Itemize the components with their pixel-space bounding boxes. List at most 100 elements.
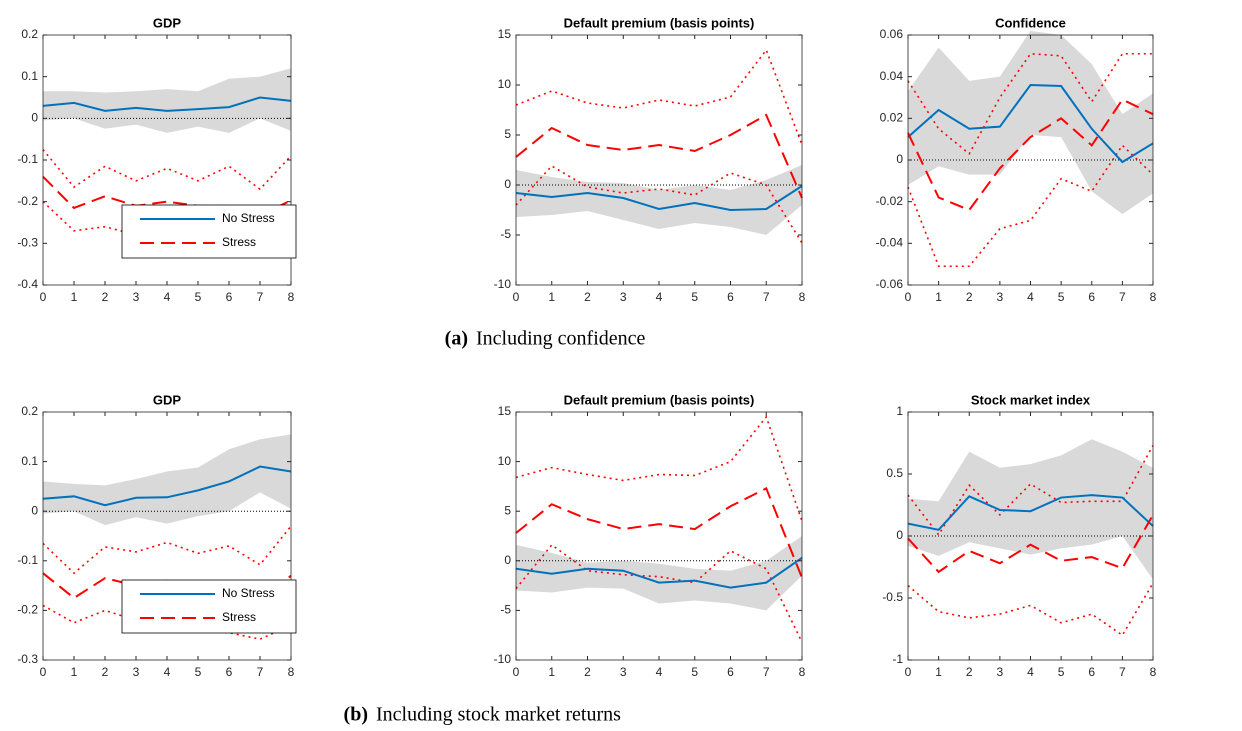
y-tick-label: -0.06 — [876, 277, 904, 291]
x-tick-label: 7 — [257, 290, 264, 304]
x-tick-label: 5 — [195, 290, 202, 304]
y-tick-label: 0 — [896, 528, 903, 542]
x-tick-label: 6 — [226, 665, 233, 679]
x-tick-label: 4 — [164, 665, 171, 679]
x-tick-label: 1 — [548, 290, 555, 304]
x-tick-label: 0 — [513, 665, 520, 679]
x-tick-label: 5 — [691, 665, 698, 679]
x-tick-label: 7 — [257, 665, 264, 679]
chart-title: Confidence — [995, 15, 1066, 30]
y-tick-label: -10 — [494, 277, 512, 291]
x-tick-label: 0 — [905, 665, 912, 679]
x-tick-label: 8 — [799, 290, 806, 304]
x-tick-label: 4 — [656, 290, 663, 304]
series-line — [515, 487, 803, 579]
band-line — [42, 149, 292, 191]
y-tick-label: 10 — [498, 77, 512, 91]
series-line — [515, 185, 803, 212]
y-tick-label: -0.1 — [17, 553, 38, 567]
y-tick-label: 10 — [498, 454, 512, 468]
series-line — [515, 557, 803, 589]
x-tick-label: 5 — [691, 290, 698, 304]
y-tick-label: -10 — [494, 652, 512, 666]
series-line — [42, 465, 292, 507]
y-tick-label: 0.06 — [880, 27, 904, 41]
y-tick-label: 15 — [498, 404, 512, 418]
confidence-band — [516, 165, 802, 235]
x-tick-label: 4 — [1027, 290, 1034, 304]
x-tick-label: 3 — [133, 665, 140, 679]
x-tick-label: 7 — [1119, 665, 1126, 679]
y-tick-label: -0.2 — [17, 603, 38, 617]
legend-label: No Stress — [222, 586, 275, 600]
x-tick-label: 5 — [1058, 290, 1065, 304]
x-tick-label: 1 — [548, 665, 555, 679]
y-tick-label: 15 — [498, 27, 512, 41]
x-tick-label: 2 — [584, 665, 591, 679]
x-tick-label: 0 — [513, 290, 520, 304]
x-tick-label: 1 — [935, 665, 942, 679]
band-line — [515, 543, 803, 643]
x-tick-label: 0 — [905, 290, 912, 304]
y-tick-label: 0.1 — [21, 69, 38, 83]
x-tick-label: 6 — [1088, 290, 1095, 304]
x-tick-label: 5 — [195, 665, 202, 679]
series-line — [42, 175, 292, 217]
x-tick-label: 2 — [584, 290, 591, 304]
series-line — [515, 113, 803, 199]
plot-frame — [515, 34, 803, 286]
confidence-band — [908, 30, 1153, 215]
y-tick-label: 0 — [504, 553, 511, 567]
legend-label: No Stress — [222, 211, 275, 225]
x-tick-label: 4 — [656, 665, 663, 679]
confidence-band — [908, 439, 1153, 580]
x-tick-label: 8 — [1150, 665, 1157, 679]
y-tick-label: -0.02 — [876, 194, 904, 208]
y-tick-label: 0 — [896, 152, 903, 166]
series-line — [907, 98, 1154, 212]
y-tick-label: -0.4 — [17, 277, 38, 291]
y-tick-label: -0.1 — [17, 152, 38, 166]
x-tick-label: 2 — [966, 665, 973, 679]
x-tick-label: 8 — [1150, 290, 1157, 304]
band-line — [907, 582, 1154, 637]
x-tick-label: 1 — [71, 665, 78, 679]
y-tick-label: 0 — [31, 503, 38, 517]
chart-title: Stock market index — [971, 392, 1091, 407]
series-line — [907, 494, 1154, 531]
x-tick-label: 3 — [133, 290, 140, 304]
x-tick-label: 1 — [935, 290, 942, 304]
y-tick-label: 0.2 — [21, 404, 38, 418]
x-tick-label: 3 — [997, 290, 1004, 304]
y-tick-label: -5 — [500, 603, 511, 617]
y-tick-label: 5 — [504, 127, 511, 141]
legend-label: Stress — [222, 610, 256, 624]
x-tick-label: 6 — [727, 290, 734, 304]
y-tick-label: 1 — [896, 404, 903, 418]
x-tick-label: 3 — [620, 290, 627, 304]
confidence-band — [43, 434, 291, 526]
x-tick-label: 7 — [763, 290, 770, 304]
y-tick-label: -1 — [892, 652, 903, 666]
x-tick-label: 6 — [226, 290, 233, 304]
x-tick-label: 8 — [288, 665, 295, 679]
y-tick-label: 0.5 — [886, 466, 903, 480]
x-tick-label: 2 — [966, 290, 973, 304]
y-tick-label: 0.1 — [21, 454, 38, 468]
x-tick-label: 7 — [763, 665, 770, 679]
y-tick-label: -0.3 — [17, 236, 38, 250]
y-tick-label: 0 — [31, 111, 38, 125]
x-tick-label: 4 — [164, 290, 171, 304]
caption-text: Including stock market returns — [376, 704, 621, 726]
x-tick-label: 7 — [1119, 290, 1126, 304]
y-tick-label: -0.3 — [17, 652, 38, 666]
x-tick-label: 2 — [102, 665, 109, 679]
confidence-band — [43, 68, 291, 133]
band-line — [515, 415, 803, 522]
band-line — [42, 525, 292, 575]
x-tick-label: 0 — [40, 665, 47, 679]
x-tick-label: 3 — [620, 665, 627, 679]
chart-title: GDP — [153, 15, 182, 30]
legend-label: Stress — [222, 235, 256, 249]
